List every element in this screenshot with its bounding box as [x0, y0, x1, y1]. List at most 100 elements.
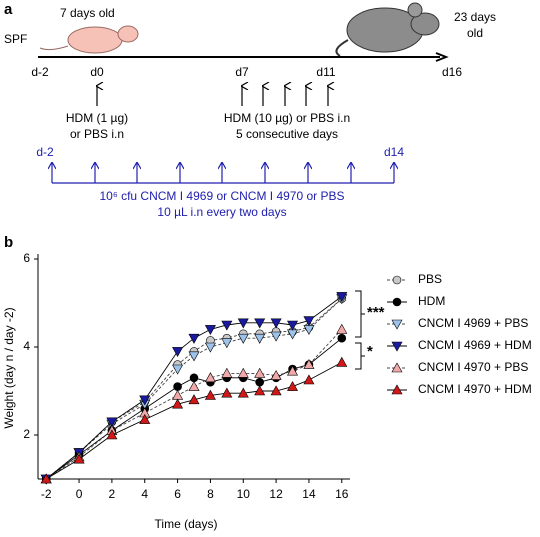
point [270, 385, 282, 396]
point [204, 342, 216, 353]
point [270, 318, 282, 329]
legend-marker [391, 384, 403, 395]
treatment-text: 10⁶ cfu CNCM I 4969 or CNCM I 4970 or PB… [99, 189, 344, 203]
blue-day: d-2 [36, 145, 54, 159]
timeline-arrow [435, 52, 449, 62]
x-axis-title: Time (days) [155, 517, 218, 531]
blue-day: d14 [384, 145, 404, 159]
legend-label: CNCM I 4970 + HDM [418, 382, 532, 396]
legend-label: PBS [418, 272, 442, 286]
day-label: d0 [90, 65, 104, 79]
significance: * [367, 343, 373, 360]
x-tick-label: -2 [41, 487, 52, 501]
point [204, 372, 216, 383]
point [336, 323, 348, 334]
point [270, 369, 282, 380]
adult-mouse [335, 2, 440, 57]
x-tick-label: 4 [141, 487, 148, 501]
point [139, 395, 151, 406]
point [189, 373, 199, 383]
point [172, 389, 184, 400]
x-tick-label: 14 [302, 487, 316, 501]
point [204, 389, 216, 400]
significance: *** [367, 304, 385, 321]
point [237, 387, 249, 398]
treatment-arrows [52, 163, 394, 184]
point [336, 292, 348, 303]
point [254, 333, 266, 344]
point [188, 380, 200, 391]
point [221, 387, 233, 398]
point [337, 333, 347, 343]
legend-marker [391, 362, 403, 373]
y-tick-label: 2 [23, 427, 30, 441]
point [237, 318, 249, 329]
hdm1-text: HDM (1 µg) [66, 111, 128, 125]
legend-marker [391, 341, 403, 352]
point [287, 320, 299, 331]
point [188, 333, 200, 344]
point [221, 320, 233, 331]
young-label: 7 days old [60, 6, 115, 20]
bracket [355, 290, 365, 338]
panel-label: b [4, 234, 13, 251]
legend-label: CNCM I 4969 + PBS [418, 316, 528, 330]
panel-label: a [4, 1, 13, 18]
point [106, 417, 118, 428]
legend-label: CNCM I 4970 + PBS [418, 360, 528, 374]
x-tick-label: 12 [269, 487, 283, 501]
point [172, 398, 184, 409]
point [173, 382, 182, 391]
x-tick-label: 6 [174, 487, 181, 501]
point [221, 367, 233, 378]
legend-label: HDM [418, 294, 445, 308]
point [172, 364, 184, 375]
point [270, 331, 282, 342]
point [139, 413, 151, 424]
point [254, 318, 266, 329]
x-tick-label: 10 [237, 487, 251, 501]
x-tick-label: 16 [335, 487, 349, 501]
day-label: d16 [442, 65, 462, 79]
point [188, 351, 200, 362]
point [303, 358, 315, 369]
point [336, 356, 348, 367]
hdm10-text: 5 consecutive days [236, 127, 338, 141]
day-label: d7 [235, 65, 249, 79]
hdm-arrows [97, 86, 328, 106]
y-tick-label: 6 [23, 251, 30, 265]
y-tick-label: 4 [23, 339, 30, 353]
treatment-text: 10 µL i.n every two days [157, 205, 286, 219]
point [303, 325, 315, 336]
point [73, 453, 85, 464]
point [287, 380, 299, 391]
point [106, 429, 118, 440]
point [204, 325, 216, 336]
plot: 2 4 6 -2 0 2 4 6 8 10 12 14 16 PBS HDM CNCM I 4969 + PB… [23, 251, 531, 501]
x-tick-label: 0 [76, 487, 83, 501]
point [254, 385, 266, 396]
point [237, 333, 249, 344]
point [188, 394, 200, 405]
legend-marker [391, 319, 403, 330]
point [255, 377, 264, 387]
point [287, 365, 299, 376]
spf-label: SPF [4, 32, 27, 46]
hdm1-text: or PBS i.n [70, 127, 124, 141]
series-line [45, 329, 343, 480]
point [221, 338, 233, 349]
young-mouse [39, 25, 139, 54]
old-label: old [467, 26, 483, 40]
point [303, 316, 315, 327]
bracket [355, 342, 365, 370]
point [172, 347, 184, 358]
old-label: 23 days [454, 10, 496, 24]
hdm10-text: HDM (10 µg) or PBS i.n [224, 111, 350, 125]
point [237, 367, 249, 378]
legend-marker [392, 275, 402, 285]
point [303, 374, 315, 385]
y-axis-title: Weight (day n / day -2) [2, 307, 16, 428]
point [254, 367, 266, 378]
x-tick-label: 8 [207, 487, 214, 501]
